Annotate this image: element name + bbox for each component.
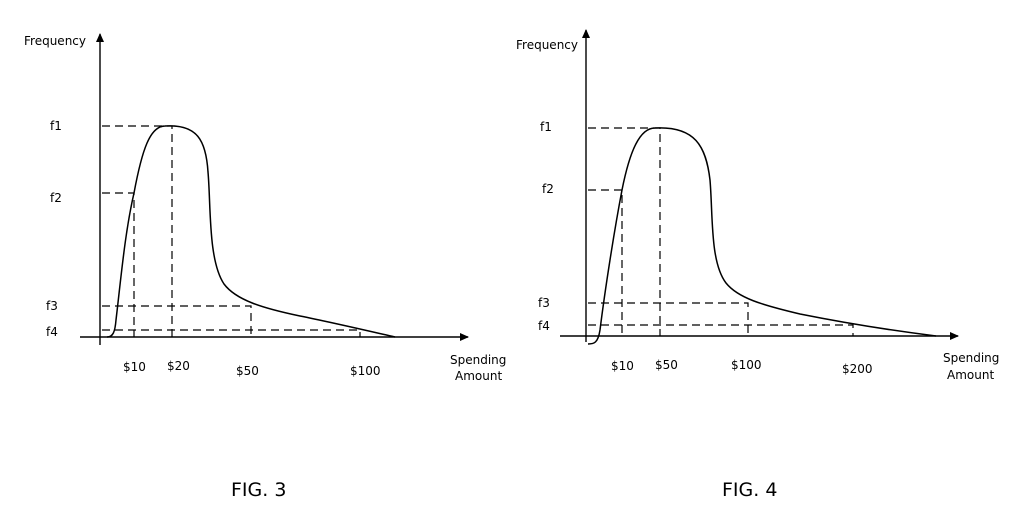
fig4-ytick-f2: f2 [542, 182, 554, 196]
fig4-distribution-curve [587, 127, 937, 345]
fig4-dash-f1 [588, 127, 661, 336]
fig3-x-axis-title-line2: Amount [455, 369, 502, 383]
fig4-ytick-f4: f4 [538, 319, 550, 333]
fig3-y-axis-title: Frequency [24, 34, 86, 48]
fig4-caption: FIG. 4 [722, 479, 777, 501]
fig3-xtick-50: $50 [236, 364, 259, 378]
fig4-reference-lines [588, 127, 854, 336]
fig3-ytick-f4: f4 [46, 325, 58, 339]
fig3-dash-f3 [102, 305, 252, 337]
fig3-reference-lines [102, 125, 361, 337]
fig4-xtick-200: $200 [842, 362, 873, 376]
fig4-xtick-50: $50 [655, 358, 678, 372]
fig3-chart: f1 f2 f3 f4 $10 $20 $50 $100 Frequency S… [24, 33, 506, 501]
fig4-xtick-10: $10 [611, 359, 634, 373]
fig3-ytick-f1: f1 [50, 119, 62, 133]
fig4-x-axis-title-line1: Spending [943, 351, 999, 365]
fig3-xtick-20: $20 [167, 359, 190, 373]
fig3-ytick-f3: f3 [46, 299, 58, 313]
fig3-distribution-curve [106, 125, 396, 338]
fig4-x-axis-title-line2: Amount [947, 368, 994, 382]
fig3-dash-f4 [102, 329, 361, 337]
fig4-dash-f3 [588, 302, 749, 336]
fig4-ytick-f1: f1 [540, 120, 552, 134]
fig4-xtick-100: $100 [731, 358, 762, 372]
fig4-ytick-f3: f3 [538, 296, 550, 310]
fig3-ytick-f2: f2 [50, 191, 62, 205]
fig3-xtick-100: $100 [350, 364, 381, 378]
fig3-x-axis-title-line1: Spending [450, 353, 506, 367]
fig3-dash-f1 [102, 125, 173, 337]
fig4-y-axis-title: Frequency [516, 38, 578, 52]
fig3-xtick-10: $10 [123, 360, 146, 374]
fig4-chart: f1 f2 f3 f4 $10 $50 $100 $200 Frequency … [516, 29, 999, 501]
fig4-dash-f4 [588, 324, 854, 336]
fig3-caption: FIG. 3 [231, 479, 286, 501]
fig4-dash-f2 [588, 189, 623, 336]
